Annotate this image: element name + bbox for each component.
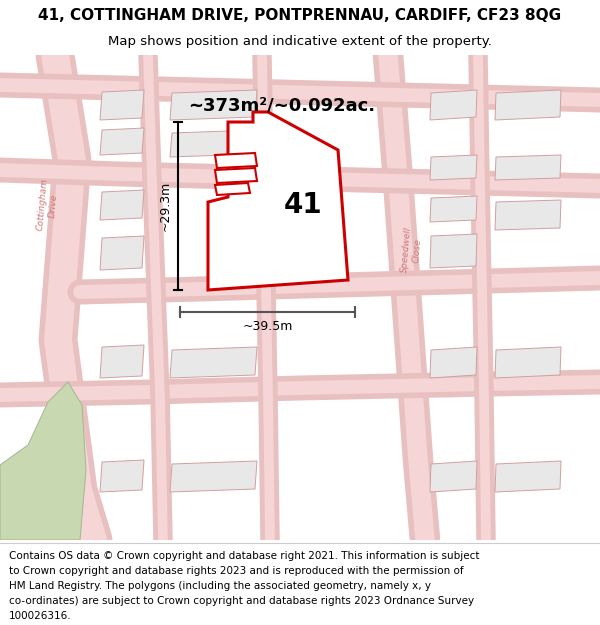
Text: Speedwell
Close: Speedwell Close: [400, 226, 424, 274]
Polygon shape: [100, 236, 144, 270]
Polygon shape: [100, 345, 144, 378]
Polygon shape: [100, 460, 144, 492]
Polygon shape: [430, 90, 477, 120]
Text: 41: 41: [284, 191, 322, 219]
Text: Map shows position and indicative extent of the property.: Map shows position and indicative extent…: [108, 35, 492, 48]
Polygon shape: [170, 461, 257, 492]
Polygon shape: [495, 347, 561, 378]
Polygon shape: [430, 461, 477, 492]
Polygon shape: [215, 183, 250, 195]
Polygon shape: [430, 196, 477, 222]
Polygon shape: [215, 153, 257, 168]
Text: ~29.3m: ~29.3m: [158, 181, 172, 231]
Polygon shape: [430, 155, 477, 180]
Text: Cottingham
Drive: Cottingham Drive: [36, 178, 60, 232]
Text: 41, COTTINGHAM DRIVE, PONTPRENNAU, CARDIFF, CF23 8QG: 41, COTTINGHAM DRIVE, PONTPRENNAU, CARDI…: [38, 8, 562, 23]
Polygon shape: [430, 347, 477, 378]
Polygon shape: [495, 200, 561, 230]
Text: co-ordinates) are subject to Crown copyright and database rights 2023 Ordnance S: co-ordinates) are subject to Crown copyr…: [9, 596, 474, 606]
Text: Contains OS data © Crown copyright and database right 2021. This information is : Contains OS data © Crown copyright and d…: [9, 551, 479, 561]
Polygon shape: [208, 112, 348, 290]
Polygon shape: [100, 90, 144, 120]
Polygon shape: [495, 155, 561, 180]
Text: 100026316.: 100026316.: [9, 611, 71, 621]
Polygon shape: [100, 190, 144, 220]
Polygon shape: [170, 347, 257, 378]
Text: to Crown copyright and database rights 2023 and is reproduced with the permissio: to Crown copyright and database rights 2…: [9, 566, 464, 576]
Polygon shape: [215, 168, 257, 183]
Polygon shape: [430, 234, 477, 268]
Polygon shape: [0, 382, 86, 540]
Text: HM Land Registry. The polygons (including the associated geometry, namely x, y: HM Land Registry. The polygons (includin…: [9, 581, 431, 591]
Text: ~373m²/~0.092ac.: ~373m²/~0.092ac.: [188, 96, 376, 114]
Polygon shape: [495, 90, 561, 120]
Polygon shape: [170, 130, 257, 157]
Polygon shape: [100, 128, 144, 155]
Polygon shape: [170, 90, 257, 120]
Polygon shape: [495, 461, 561, 492]
Text: ~39.5m: ~39.5m: [242, 319, 293, 332]
